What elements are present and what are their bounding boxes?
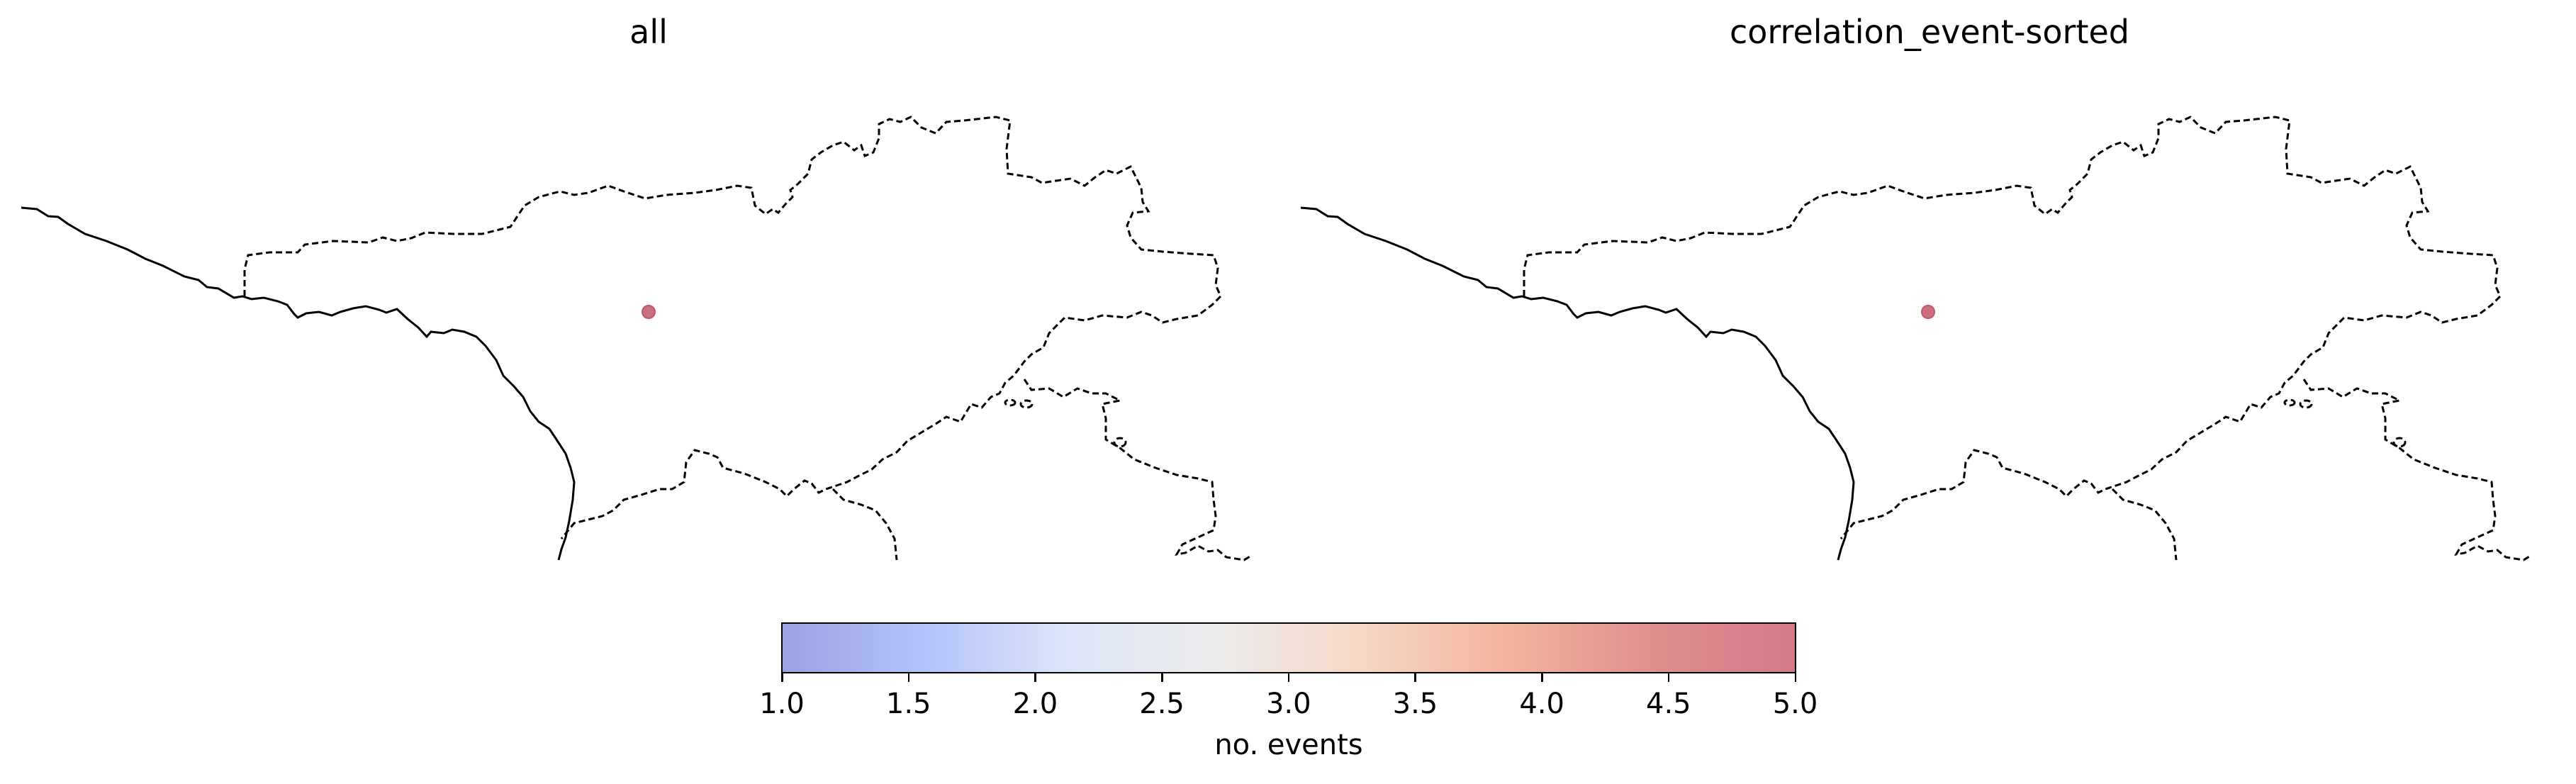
colorbar-tick (1794, 673, 1796, 682)
border (2111, 488, 2178, 561)
border (243, 116, 1222, 539)
colorbar-tick-label: 3.0 (1265, 688, 1311, 720)
colorbar-tick-label: 2.0 (1012, 688, 1058, 720)
border (1023, 379, 1252, 561)
coastline (21, 206, 576, 561)
island (1019, 399, 1034, 409)
border (1523, 116, 2502, 539)
lake (1113, 437, 1127, 448)
island (2299, 399, 2313, 409)
island (1004, 398, 1017, 407)
colorbar-tick-label: 3.5 (1392, 688, 1438, 720)
colorbar-tick (1034, 673, 1036, 682)
colorbar-tick (1414, 673, 1416, 682)
border (831, 488, 898, 561)
event-marker[interactable] (1921, 305, 1935, 319)
colorbar-tick-label: 5.0 (1772, 688, 1818, 720)
colorbar-tick-label: 1.0 (759, 688, 805, 720)
coastline (1300, 206, 1855, 561)
colorbar-label: no. events (1214, 729, 1363, 761)
map-panel-all (21, 116, 1252, 561)
colorbar-tick-label: 4.0 (1519, 688, 1564, 720)
lake (2392, 437, 2407, 448)
island (2283, 398, 2296, 407)
map-panel-correlation (1300, 116, 2531, 561)
colorbar-tick (1667, 673, 1670, 682)
colorbar-tick (781, 673, 783, 682)
colorbar (781, 622, 1796, 673)
colorbar-tick-label: 2.5 (1139, 688, 1185, 720)
colorbar-tick (1161, 673, 1163, 682)
colorbar-tick (1541, 673, 1543, 682)
colorbar-tick (1287, 673, 1290, 682)
colorbar-tick-label: 4.5 (1646, 688, 1691, 720)
colorbar-tick (907, 673, 910, 682)
border (2302, 379, 2531, 561)
panel-title-all: all (629, 13, 668, 51)
event-marker[interactable] (642, 305, 656, 319)
panel-title-correlation: correlation_event-sorted (1730, 13, 2129, 51)
colorbar-tick-label: 1.5 (885, 688, 931, 720)
